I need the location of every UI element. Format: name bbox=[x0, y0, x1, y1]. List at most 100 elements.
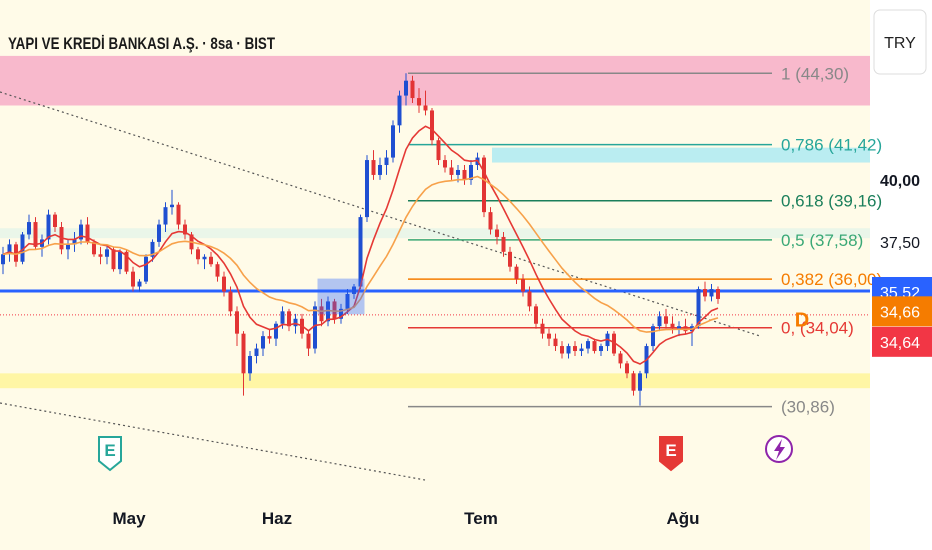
candle-body-17 bbox=[105, 249, 109, 257]
fib-paren-open-3: ( bbox=[824, 192, 835, 211]
x-tick-1: May bbox=[112, 509, 146, 528]
candle-body-49 bbox=[313, 306, 317, 349]
fib-price-4: 37,58 bbox=[815, 231, 858, 250]
fib-label-4: 0,5 (37,58) bbox=[781, 231, 863, 250]
fib-price-3: 39,16 bbox=[834, 192, 877, 211]
candle-body-102 bbox=[657, 316, 662, 327]
candle-body-108 bbox=[696, 289, 701, 327]
fib-ratio-6: 0, bbox=[781, 319, 795, 338]
fib-ratio-3: 0,618 bbox=[781, 192, 824, 211]
candle-body-69 bbox=[443, 160, 447, 168]
price-badge-2 bbox=[872, 296, 932, 327]
fib-price-7: 30,86 bbox=[787, 398, 830, 417]
candle-body-53 bbox=[339, 308, 343, 319]
fib-label-1: 1 (44,30) bbox=[781, 64, 849, 83]
fib-ratio-4: 0,5 bbox=[781, 231, 805, 250]
fib-paren-close-7: ) bbox=[829, 398, 835, 417]
candle-body-98 bbox=[631, 373, 636, 391]
candle-body-75 bbox=[482, 157, 486, 213]
candle-body-41 bbox=[261, 336, 265, 349]
candle-body-71 bbox=[456, 169, 460, 175]
x-tick-4: Ağu bbox=[666, 509, 699, 528]
fib-paren-open-2: ( bbox=[824, 136, 835, 155]
candle-body-6 bbox=[33, 222, 38, 247]
x-tick-2: Haz bbox=[262, 509, 292, 528]
candle-body-92 bbox=[592, 341, 597, 352]
fib-label-5: 0,382 (36,00) bbox=[781, 270, 882, 289]
candle-body-18 bbox=[111, 249, 116, 270]
candle-body-77 bbox=[495, 229, 499, 237]
currency-label: TRY bbox=[884, 35, 916, 52]
consolidation-box bbox=[317, 278, 365, 315]
highlight-box-layer bbox=[317, 278, 365, 315]
candle-body-42 bbox=[267, 336, 272, 339]
candle-body-87 bbox=[560, 346, 564, 354]
candle-body-22 bbox=[137, 281, 142, 287]
candle-body-58 bbox=[371, 160, 376, 175]
candle-body-1 bbox=[1, 254, 5, 265]
fib-paren-open-6: ( bbox=[795, 319, 806, 338]
candle-body-61 bbox=[391, 125, 395, 158]
y-tick-1: 40,00 bbox=[880, 173, 920, 190]
fib-label-2: 0,786 (41,42) bbox=[781, 136, 882, 155]
earnings-marker-2-label: E bbox=[665, 441, 676, 460]
fib-label-6: 0, (34,04) bbox=[781, 319, 854, 338]
fib-paren-open-1: ( bbox=[790, 64, 801, 83]
fib-ratio-5: 0,382 bbox=[781, 270, 824, 289]
candle-body-13 bbox=[79, 224, 83, 240]
candle-body-63 bbox=[404, 80, 408, 96]
currency-button[interactable]: TRY bbox=[873, 9, 927, 75]
candle-body-2 bbox=[7, 244, 12, 255]
price-badge-3 bbox=[872, 326, 932, 357]
candle-body-21 bbox=[131, 271, 135, 287]
candle-body-93 bbox=[599, 346, 603, 352]
candle-body-36 bbox=[228, 291, 233, 312]
lightning-bolt-icon bbox=[774, 439, 785, 460]
candle-body-85 bbox=[547, 333, 551, 339]
y-tick-2: 37,50 bbox=[880, 235, 920, 252]
event-markers: E E D bbox=[98, 309, 809, 472]
candle-body-48 bbox=[306, 333, 311, 349]
fib-ratio-1: 1 bbox=[781, 64, 790, 83]
candle-body-12 bbox=[72, 239, 77, 245]
fib-paren-close-6: ) bbox=[848, 319, 854, 338]
candle-body-104 bbox=[670, 323, 675, 329]
candle-body-29 bbox=[183, 224, 187, 235]
candle-body-111 bbox=[716, 289, 720, 299]
candle-body-43 bbox=[274, 323, 278, 339]
candle-body-76 bbox=[488, 212, 493, 230]
price-badge-label-3: 34,64 bbox=[880, 335, 920, 352]
fib-ratio-2: 0,786 bbox=[781, 136, 824, 155]
candle-body-91 bbox=[586, 341, 590, 349]
candle-body-40 bbox=[254, 348, 259, 356]
candle-body-70 bbox=[449, 167, 454, 175]
candle-body-45 bbox=[287, 311, 291, 327]
chart-header: YAPI VE KREDİ BANKASI A.Ş. · 8sa · BIST bbox=[8, 34, 275, 53]
candle-body-68 bbox=[436, 140, 441, 161]
candle-body-52 bbox=[332, 301, 337, 319]
candle-body-109 bbox=[703, 289, 707, 297]
candle-body-105 bbox=[677, 326, 681, 329]
candle-body-8 bbox=[46, 214, 51, 240]
price-zone-2 bbox=[492, 147, 870, 163]
candle-body-5 bbox=[27, 222, 31, 235]
candle-body-82 bbox=[527, 291, 532, 307]
candle-body-11 bbox=[66, 244, 70, 250]
price-zone-3 bbox=[0, 228, 870, 239]
fib-paren-close-3: ) bbox=[876, 192, 882, 211]
candle-body-44 bbox=[280, 311, 285, 324]
fib-price-6: 34,04 bbox=[806, 319, 849, 338]
candle-body-24 bbox=[150, 241, 155, 257]
channel-upper-line bbox=[0, 91, 761, 337]
candle-body-55 bbox=[352, 286, 356, 294]
x-tick-3: Tem bbox=[464, 509, 498, 528]
price-zone-4 bbox=[0, 373, 870, 389]
candle-body-14 bbox=[85, 224, 90, 242]
candle-body-28 bbox=[176, 204, 181, 225]
channel-lower-line bbox=[0, 402, 426, 481]
fib-paren-open-5: ( bbox=[824, 270, 835, 289]
candle-body-67 bbox=[430, 110, 434, 141]
